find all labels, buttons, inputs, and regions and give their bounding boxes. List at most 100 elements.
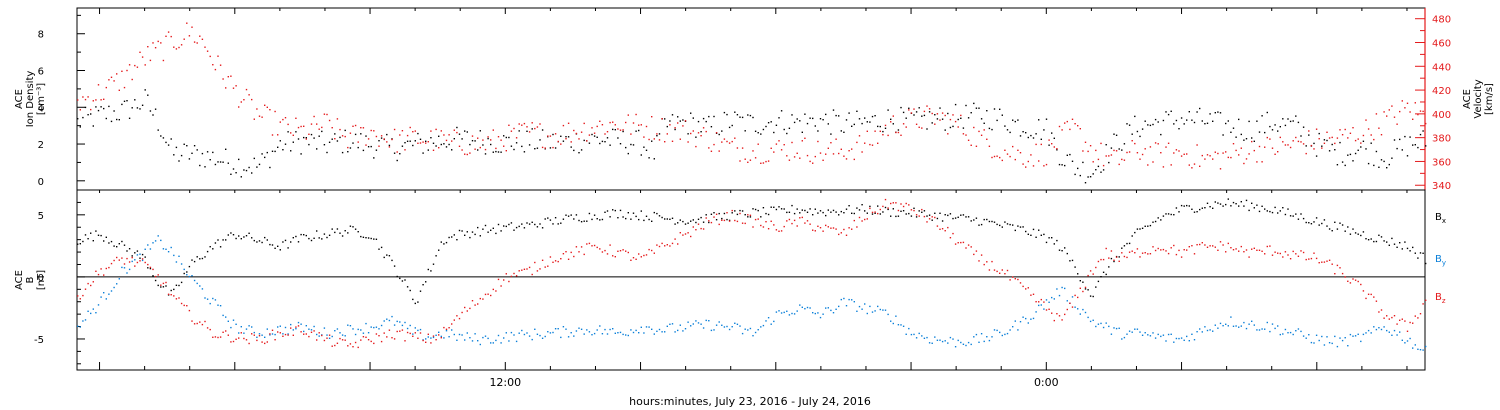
data-point — [567, 136, 570, 138]
data-point — [225, 330, 227, 332]
data-point — [1165, 111, 1167, 113]
data-point — [1147, 253, 1149, 255]
data-point — [866, 130, 868, 132]
data-point — [1064, 287, 1066, 290]
data-point — [103, 292, 105, 294]
data-point — [297, 325, 300, 327]
data-point — [767, 228, 770, 230]
data-point — [962, 241, 965, 244]
data-point — [1180, 337, 1183, 339]
data-point — [521, 223, 523, 225]
data-point — [1225, 203, 1227, 206]
data-point — [300, 153, 302, 155]
data-point — [1245, 199, 1248, 202]
data-point — [287, 333, 289, 335]
data-point — [495, 290, 497, 292]
data-point — [1074, 306, 1076, 308]
data-point — [167, 293, 170, 295]
data-point — [1393, 139, 1396, 141]
data-point — [596, 329, 598, 331]
data-point — [619, 250, 622, 252]
data-point — [243, 99, 245, 101]
data-point — [682, 125, 684, 127]
data-point — [1412, 246, 1414, 249]
data-point — [765, 320, 767, 322]
data-point — [786, 220, 788, 222]
data-point — [1043, 233, 1045, 236]
data-point — [588, 331, 591, 333]
data-point — [921, 211, 923, 213]
data-point — [799, 304, 801, 306]
data-point — [1313, 142, 1315, 145]
data-point — [500, 230, 502, 232]
data-point — [1271, 211, 1274, 214]
data-point — [1354, 152, 1357, 155]
data-point — [578, 327, 580, 329]
data-point — [360, 329, 362, 331]
data-point — [328, 119, 331, 122]
data-point — [962, 343, 965, 345]
data-point — [487, 337, 489, 340]
data-point — [206, 50, 209, 52]
data-point — [466, 131, 468, 133]
data-point — [354, 228, 357, 230]
data-point — [186, 305, 188, 307]
data-point — [1144, 332, 1146, 334]
data-point — [1204, 244, 1206, 246]
data-point — [505, 273, 507, 275]
data-point — [1349, 282, 1352, 284]
data-point — [715, 219, 718, 221]
data-point — [557, 223, 559, 225]
data-point — [1087, 274, 1089, 277]
data-point — [1240, 245, 1242, 248]
data-point — [1149, 124, 1152, 127]
data-point — [814, 125, 816, 127]
data-point — [503, 135, 505, 137]
data-point — [1110, 333, 1113, 335]
y-tick-label: 4 — [38, 103, 44, 114]
data-point — [1349, 153, 1352, 156]
data-point — [682, 330, 684, 332]
data-point — [451, 149, 453, 151]
data-point — [1066, 252, 1068, 255]
data-point — [612, 128, 614, 131]
data-point — [84, 234, 87, 236]
data-point — [331, 127, 333, 129]
data-point — [487, 137, 489, 140]
data-point — [518, 123, 520, 125]
data-point — [741, 116, 744, 119]
data-point — [482, 298, 484, 300]
data-point — [1264, 208, 1266, 210]
data-point — [271, 244, 274, 246]
data-point — [248, 166, 250, 169]
data-point — [1064, 313, 1066, 316]
data-point — [1367, 162, 1370, 165]
data-point — [1302, 143, 1305, 145]
data-point — [908, 204, 910, 206]
data-point — [1035, 301, 1037, 303]
data-point — [347, 151, 349, 153]
data-point — [152, 42, 154, 44]
data-point — [661, 118, 663, 120]
data-point — [1147, 124, 1149, 126]
data-point — [1383, 240, 1385, 242]
data-point — [1406, 247, 1409, 250]
data-point — [261, 116, 263, 118]
data-point — [256, 336, 258, 338]
data-point — [547, 135, 549, 137]
data-point — [474, 233, 476, 236]
data-point — [788, 127, 791, 129]
data-point — [666, 244, 668, 246]
data-point — [993, 329, 996, 331]
data-point — [328, 141, 331, 143]
legend-label: B — [1435, 292, 1442, 303]
data-point — [754, 130, 757, 132]
data-point — [1300, 250, 1302, 252]
bottom-panel-frame — [76, 189, 1426, 371]
data-point — [1349, 333, 1352, 336]
data-point — [1305, 337, 1307, 339]
data-point — [991, 128, 993, 131]
data-point — [456, 339, 458, 341]
data-point — [1012, 224, 1014, 226]
data-point — [1318, 262, 1320, 264]
